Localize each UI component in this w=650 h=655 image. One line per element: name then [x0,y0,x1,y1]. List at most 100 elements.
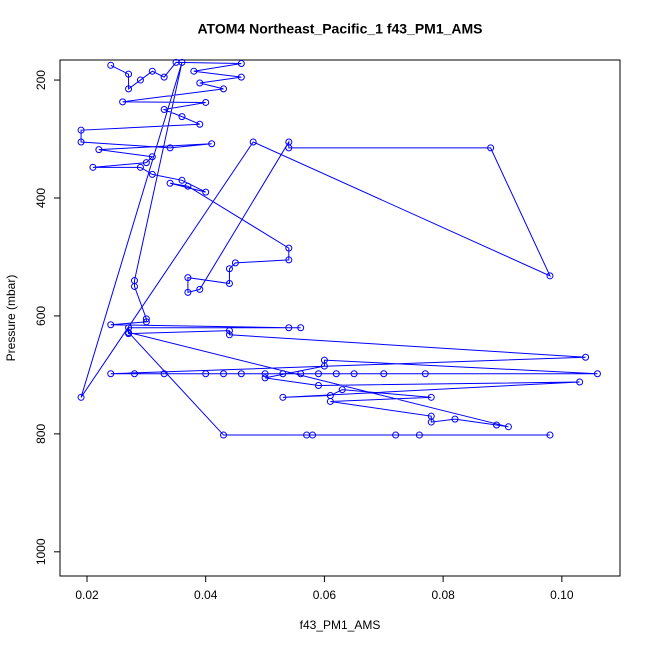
data-point [160,106,168,114]
data-point [202,98,210,106]
data-point [576,378,584,386]
data-point [107,321,115,329]
data-point [279,370,287,378]
y-tick-label: 800 [34,424,48,444]
series-line [80,61,598,436]
x-tick-label: 0.10 [550,588,574,602]
y-axis-label: Pressure (mbar) [4,275,18,362]
data-point [160,73,168,81]
data-point [593,370,601,378]
data-point [350,370,358,378]
data-point [493,421,501,429]
data-point [279,393,287,401]
data-point [148,67,156,75]
x-axis-label: f43_PM1_AMS [300,618,381,632]
data-point [202,370,210,378]
data-point [196,79,204,87]
data-point [297,324,305,332]
data-point [142,315,150,323]
y-tick-label: 200 [34,70,48,90]
data-point [184,182,192,190]
data-point [77,126,85,134]
data-point [421,370,429,378]
data-point [166,179,174,187]
data-point [196,285,204,293]
data-point [220,431,228,439]
data-point [225,327,233,335]
data-point [546,431,554,439]
data-point [237,73,245,81]
data-point [380,370,388,378]
data-point [178,176,186,184]
x-tick-label: 0.02 [75,588,99,602]
data-point [225,331,233,339]
data-point [237,370,245,378]
data-point [314,382,322,390]
data-point [202,188,210,196]
data-point [160,370,168,378]
data-point [451,415,459,423]
data-point [285,244,293,252]
data-point [142,159,150,167]
data-point [415,431,423,439]
data-point [77,138,85,146]
y-tick-label: 600 [34,306,48,326]
data-point [314,370,322,378]
data-point [297,370,305,378]
x-tick-label: 0.08 [431,588,455,602]
data-point [125,328,133,336]
data-point [582,353,590,361]
data-point [504,423,512,431]
data-point [487,144,495,152]
data-point [107,370,115,378]
data-point [148,170,156,178]
data-point [208,140,216,148]
data-point [249,138,257,146]
y-tick-label: 1000 [34,538,48,565]
data-point [184,288,192,296]
data-point [220,85,228,93]
data-point [95,146,103,154]
data-point [77,393,85,401]
data-point [125,85,133,93]
x-tick-label: 0.06 [313,588,337,602]
x-tick-label: 0.04 [194,588,218,602]
data-point [136,76,144,84]
data-point [392,431,400,439]
data-point [130,370,138,378]
data-point [225,265,233,273]
data-point [309,431,317,439]
data-point [237,60,245,68]
y-tick-label: 400 [34,188,48,208]
data-point [178,58,186,66]
data-point [184,274,192,282]
data-point [196,120,204,128]
data-point [285,324,293,332]
data-point [107,61,115,69]
data-point [142,318,150,326]
chart-title: ATOM4 Northeast_Pacific_1 f43_PM1_AMS [197,21,482,37]
data-point [178,113,186,121]
data-point [338,386,346,394]
data-point [89,163,97,171]
data-point [119,98,127,106]
data-point [190,67,198,75]
data-point [332,370,340,378]
data-point [427,418,435,426]
data-point [225,280,233,288]
data-point [130,282,138,290]
data-point [231,259,239,267]
data-point [125,70,133,78]
data-point [136,163,144,171]
data-point [285,144,293,152]
data-point [166,144,174,152]
data-point [427,393,435,401]
data-point [220,370,228,378]
data-point [546,272,554,280]
data-point [285,256,293,264]
data-point [326,397,334,405]
data-point [261,370,269,378]
data-point [320,362,328,370]
